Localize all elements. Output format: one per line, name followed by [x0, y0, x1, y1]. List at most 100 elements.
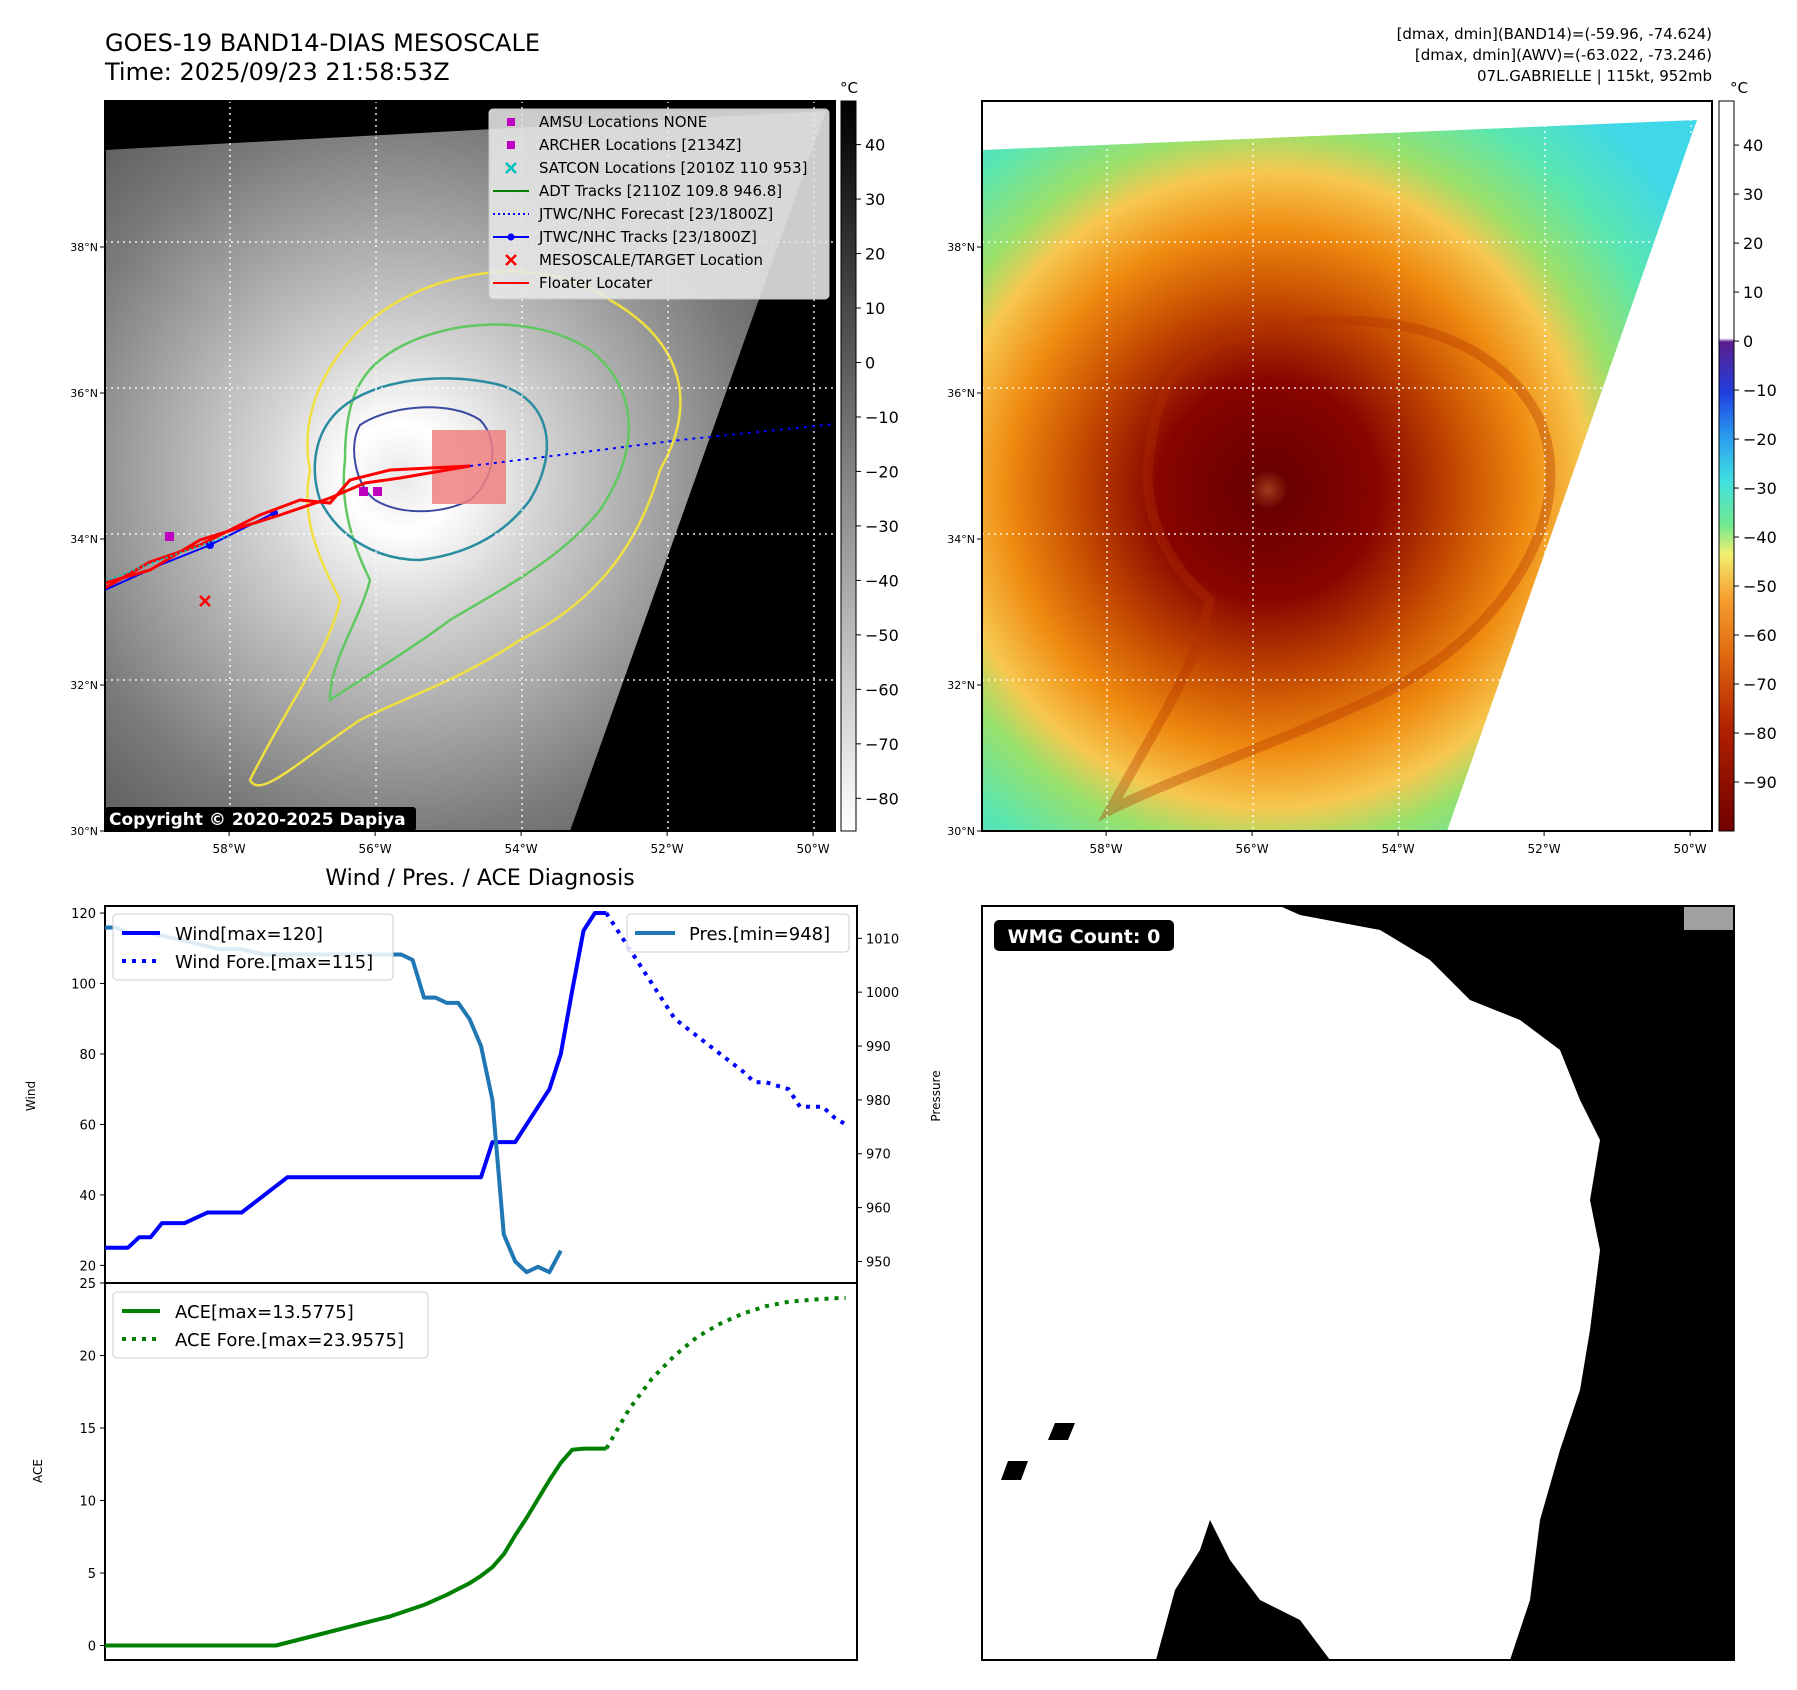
colorbar-tick-label: −80 [1743, 724, 1777, 743]
pressure-legend-label: Pres.[min=948] [689, 924, 830, 945]
lat-tick-label: 30°N [70, 825, 98, 838]
wmg-blob [1001, 1461, 1028, 1480]
colorbar-tick-label: −40 [865, 571, 899, 590]
wind-legend-label: Wind Fore.[max=115] [175, 952, 373, 973]
legend-label: ARCHER Locations [2134Z] [539, 136, 742, 154]
colorbar-tick-label: 20 [1743, 234, 1763, 253]
colorbar-tick-label: −90 [1743, 773, 1777, 792]
wind-legend-label: Wind[max=120] [175, 924, 323, 945]
lon-tick-label: 52°W [651, 842, 684, 856]
jtwc-track-point [206, 541, 214, 549]
colorbar-tick-label: 40 [1743, 136, 1763, 155]
dmax-awv: [dmax, dmin](AWV)=(-63.022, -73.246) [1415, 46, 1712, 64]
legend-label: SATCON Locations [2010Z 110 953] [539, 159, 807, 177]
colorbar-tick-label: −10 [865, 408, 899, 427]
wmg-mask-right [1280, 906, 1734, 1660]
archer-marker [165, 532, 174, 541]
legend-marker [505, 162, 517, 174]
lat-tick-label: 36°N [947, 387, 975, 400]
pressure-ytick-label: 980 [866, 1094, 891, 1109]
contour-green [328, 323, 631, 703]
map-legend: AMSU Locations NONE ARCHER Locations [213… [488, 108, 830, 300]
figure-title: GOES-19 BAND14-DIAS MESOSCALE [105, 29, 540, 57]
colorbar-tick-label: −60 [1743, 626, 1777, 645]
colorbar-tick-label: 10 [1743, 283, 1763, 302]
colorbar-tick-label: −20 [1743, 430, 1777, 449]
legend-marker [507, 118, 515, 126]
ace-legend-box [112, 1291, 429, 1359]
ir-colorbar-bar [840, 100, 857, 832]
legend-items: AMSU Locations NONE ARCHER Locations [213… [493, 113, 807, 292]
ace-legend-label: ACE[max=13.5775] [175, 1302, 354, 1323]
ace-ylabel: ACE [31, 1459, 45, 1483]
wmg-panel: WMG Count: 0 [981, 905, 1735, 1661]
ace-ytick-label: 10 [79, 1495, 96, 1510]
legend-label: Floater Locater [539, 274, 653, 292]
wv-colorbar: °C 40 30 20 10 0 −10 −20 −30 −40 −50 −60 −70 −80 −90 [1718, 79, 1777, 832]
ace-legend-label: ACE Fore.[max=23.9575] [175, 1330, 404, 1351]
lon-tick-label: 58°W [213, 842, 246, 856]
colorbar-tick-label: −50 [865, 626, 899, 645]
colorbar-tick-label: −20 [865, 462, 899, 481]
pressure-legend: Pres.[min=948] [626, 913, 850, 953]
lat-tick-label: 38°N [70, 241, 98, 254]
ace-ytick-label: 0 [88, 1640, 96, 1655]
lon-tick-label: 54°W [505, 842, 538, 856]
ir-colorbar-unit: °C [840, 79, 858, 97]
jtwc-forecast-track [469, 423, 835, 467]
storm-info: 07L.GABRIELLE | 115kt, 952mb [1477, 67, 1712, 85]
colorbar-tick-label: −60 [865, 680, 899, 699]
ace-ytick-label: 15 [79, 1422, 96, 1437]
legend-box [488, 108, 830, 300]
wmg-frame [981, 905, 1735, 1661]
wind-ytick-label: 20 [79, 1259, 96, 1274]
lon-tick-label: 58°W [1090, 842, 1123, 856]
colorbar-tick-label: −10 [1743, 381, 1777, 400]
figure-time: Time: 2025/09/23 21:58:53Z [104, 58, 450, 86]
lon-tick-label: 56°W [1236, 842, 1269, 856]
colorbar-tick-label: 10 [865, 299, 885, 318]
wmg-count-box [994, 920, 1174, 951]
lat-tick-label: 36°N [70, 387, 98, 400]
lon-tick-label: 50°W [1674, 842, 1707, 856]
colorbar-tick-label: −50 [1743, 577, 1777, 596]
wind-ylabel: Wind [24, 1081, 38, 1111]
legend-label: ADT Tracks [2110Z 109.8 946.8] [539, 182, 782, 200]
legend-marker [507, 141, 515, 149]
colorbar-tick-label: 0 [1743, 332, 1753, 351]
mesoscale-target-marker [199, 595, 211, 607]
dmax-band14: [dmax, dmin](BAND14)=(-59.96, -74.624) [1397, 25, 1712, 43]
left-map-axes: 38°N 36°N 34°N 32°N 30°N 58°W 56°W 54°W 52°W 50°W [70, 241, 830, 856]
pressure-ylabel: Pressure [929, 1070, 943, 1121]
wind-ytick-label: 100 [71, 978, 96, 993]
wv-colorbar-ticks: 40 30 20 10 0 −10 −20 −30 −40 −50 −60 −70 −80 −90 [1734, 136, 1777, 792]
diagnosis-title: Wind / Pres. / ACE Diagnosis [325, 866, 634, 891]
wind-legend-box [112, 913, 394, 981]
wv-colorbar-bar [1718, 100, 1735, 832]
legend-marker [507, 233, 515, 241]
wmg-corner-fill [1684, 906, 1734, 930]
wv-colorbar-unit: °C [1730, 79, 1748, 97]
colorbar-tick-label: −40 [1743, 528, 1777, 547]
lat-tick-label: 32°N [947, 679, 975, 692]
lon-tick-label: 54°W [1382, 842, 1415, 856]
pressure-ytick-label: 970 [866, 1148, 891, 1163]
legend-label: MESOSCALE/TARGET Location [539, 251, 763, 269]
wind-ytick-label: 120 [71, 907, 96, 922]
legend-label: JTWC/NHC Forecast [23/1800Z] [538, 205, 773, 223]
pressure-ytick-label: 990 [866, 1040, 891, 1055]
series-line [105, 911, 607, 1250]
legend-label: JTWC/NHC Tracks [23/1800Z] [538, 228, 757, 246]
colorbar-tick-label: 0 [865, 353, 875, 372]
archer-marker [373, 487, 382, 496]
ir-map-panel: AMSU Locations NONE ARCHER Locations [213… [70, 100, 836, 856]
legend-marker [505, 254, 517, 266]
lon-tick-label: 50°W [797, 842, 830, 856]
ir-colorbar-ticks: 40 30 20 10 0 −10 −20 −30 −40 −50 −60 −70 −80 [856, 136, 899, 808]
pressure-ytick-label: 960 [866, 1202, 891, 1217]
pressure-ytick-label: 950 [866, 1255, 891, 1270]
lat-tick-label: 32°N [70, 679, 98, 692]
pressure-ytick-label: 1000 [866, 986, 899, 1001]
lat-tick-label: 30°N [947, 825, 975, 838]
